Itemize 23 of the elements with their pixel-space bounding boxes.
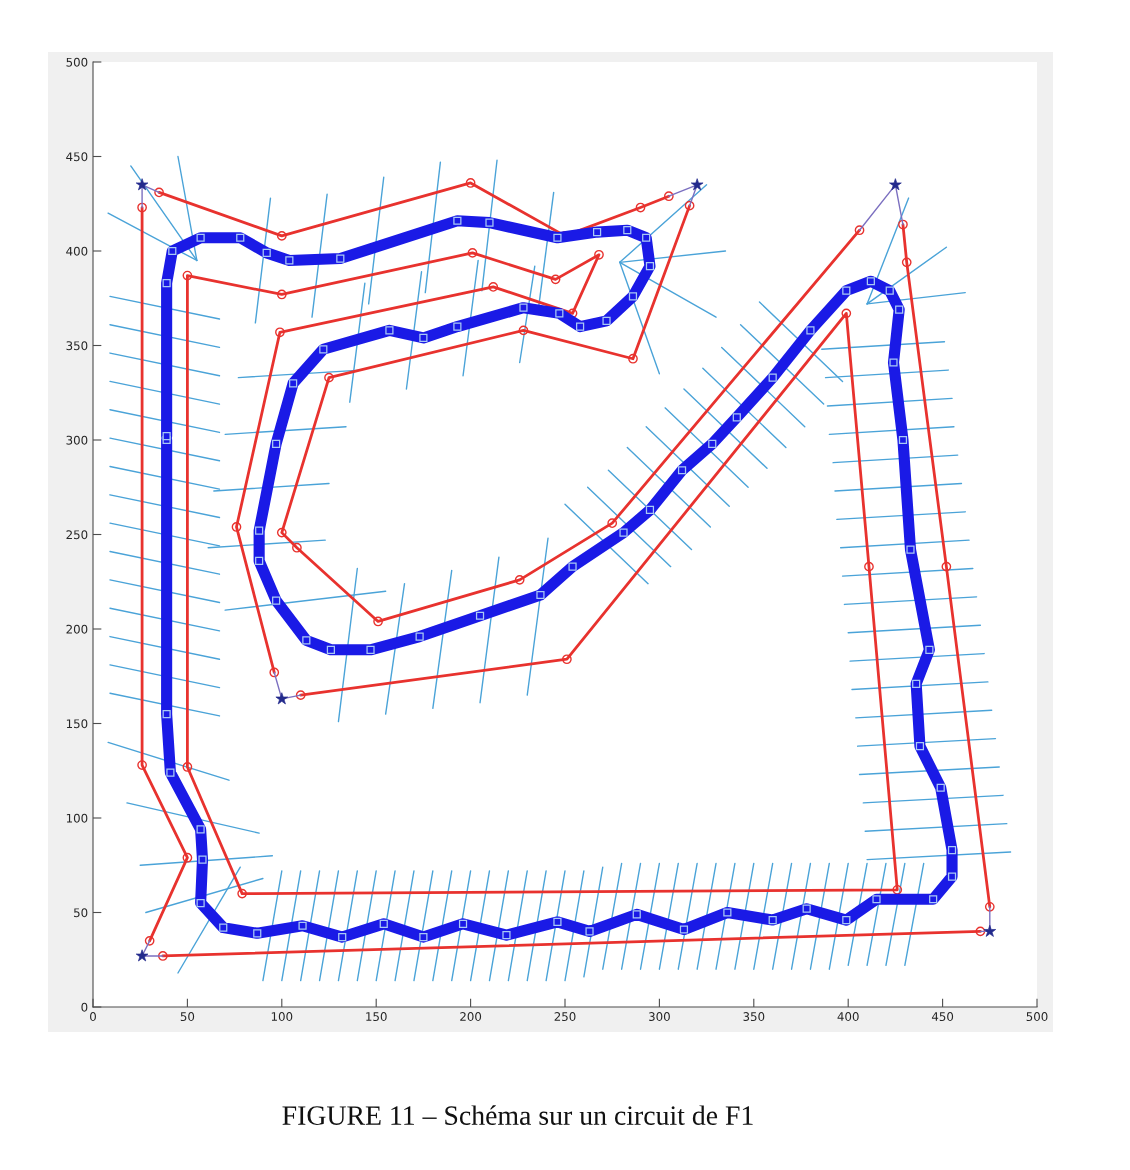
y-tick-label: 150	[66, 719, 88, 729]
x-tick-label: 300	[649, 1012, 670, 1021]
x-tick-label: 250	[554, 1012, 576, 1021]
y-tick-label: 500	[66, 57, 88, 67]
x-tick-label: 350	[743, 1012, 765, 1021]
x-tick-label: 100	[271, 1012, 293, 1021]
y-tick-label: 250	[66, 530, 88, 540]
y-tick-label: 0	[81, 1002, 88, 1012]
y-tick-label: 350	[66, 341, 88, 351]
x-tick-label: 500	[1026, 1012, 1048, 1021]
x-tick-label: 50	[180, 1012, 195, 1021]
x-tick-label: 400	[837, 1012, 859, 1021]
x-tick-label: 150	[366, 1012, 387, 1021]
y-tick-label: 50	[74, 908, 88, 918]
y-tick-label: 400	[66, 246, 88, 256]
x-tick-label: 200	[460, 1012, 482, 1021]
caption: FIGURE 11 – Schéma sur un circuit de F1	[282, 1105, 753, 1125]
y-tick-label: 100	[66, 813, 88, 823]
x-tick-label: 450	[931, 1012, 954, 1021]
y-tick-label: 300	[66, 435, 88, 445]
y-tick-label: 450	[66, 152, 88, 162]
x-tick-label: 0	[90, 1012, 96, 1021]
y-tick-label: 200	[66, 624, 88, 634]
